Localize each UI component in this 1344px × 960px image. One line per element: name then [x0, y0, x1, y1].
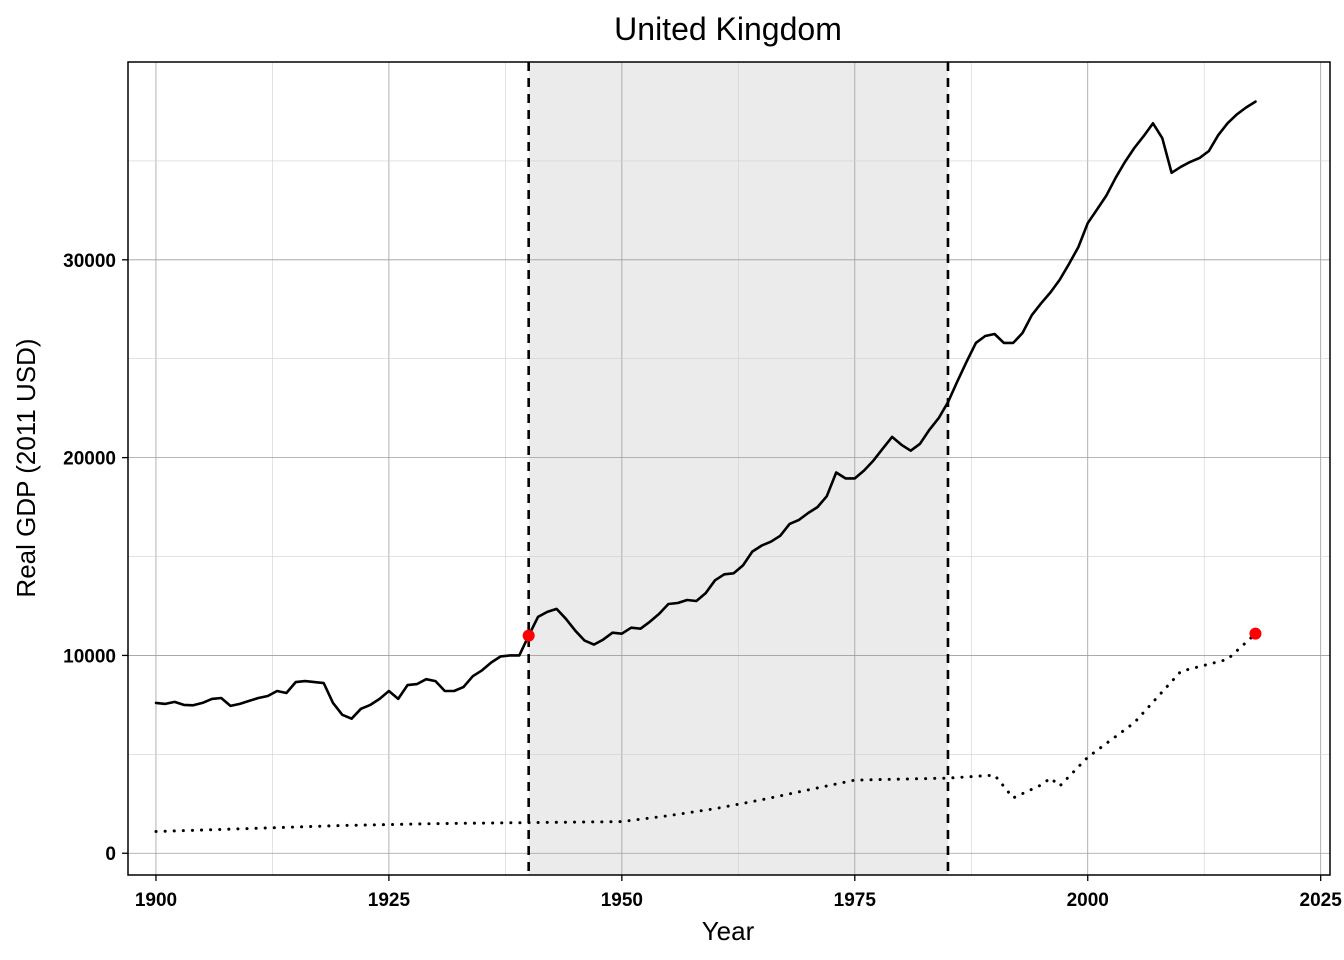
- x-axis: 1900 1925 1950 1975 2000 2025: [135, 875, 1342, 911]
- panel-border: [127, 61, 1331, 876]
- x-tick-label: 2000: [1067, 890, 1109, 911]
- x-axis-title: Year: [702, 916, 755, 946]
- x-tick-label: 1975: [834, 890, 877, 911]
- y-tick-label: 0: [105, 844, 116, 865]
- reference-lines: [527, 62, 950, 875]
- highlight-points: [522, 627, 1262, 642]
- series-lines: [154, 100, 1257, 833]
- y-tick-label: 10000: [63, 646, 116, 667]
- x-tick-label: 1950: [601, 890, 643, 911]
- x-tick-label: 1925: [368, 890, 411, 911]
- x-tick-label: 1900: [135, 890, 177, 911]
- gridlines: [128, 62, 1330, 875]
- solid-series-line: [154, 100, 1257, 721]
- y-axis-title: Real GDP (2011 USD): [11, 338, 41, 597]
- y-axis: 0 10000 20000 30000: [63, 251, 128, 865]
- highlight-point: [1249, 627, 1262, 640]
- y-tick-label: 30000: [63, 251, 116, 272]
- chart-title: United Kingdom: [614, 11, 842, 47]
- highlight-point: [522, 629, 535, 642]
- x-tick-label: 2025: [1300, 890, 1343, 911]
- y-tick-label: 20000: [63, 449, 116, 470]
